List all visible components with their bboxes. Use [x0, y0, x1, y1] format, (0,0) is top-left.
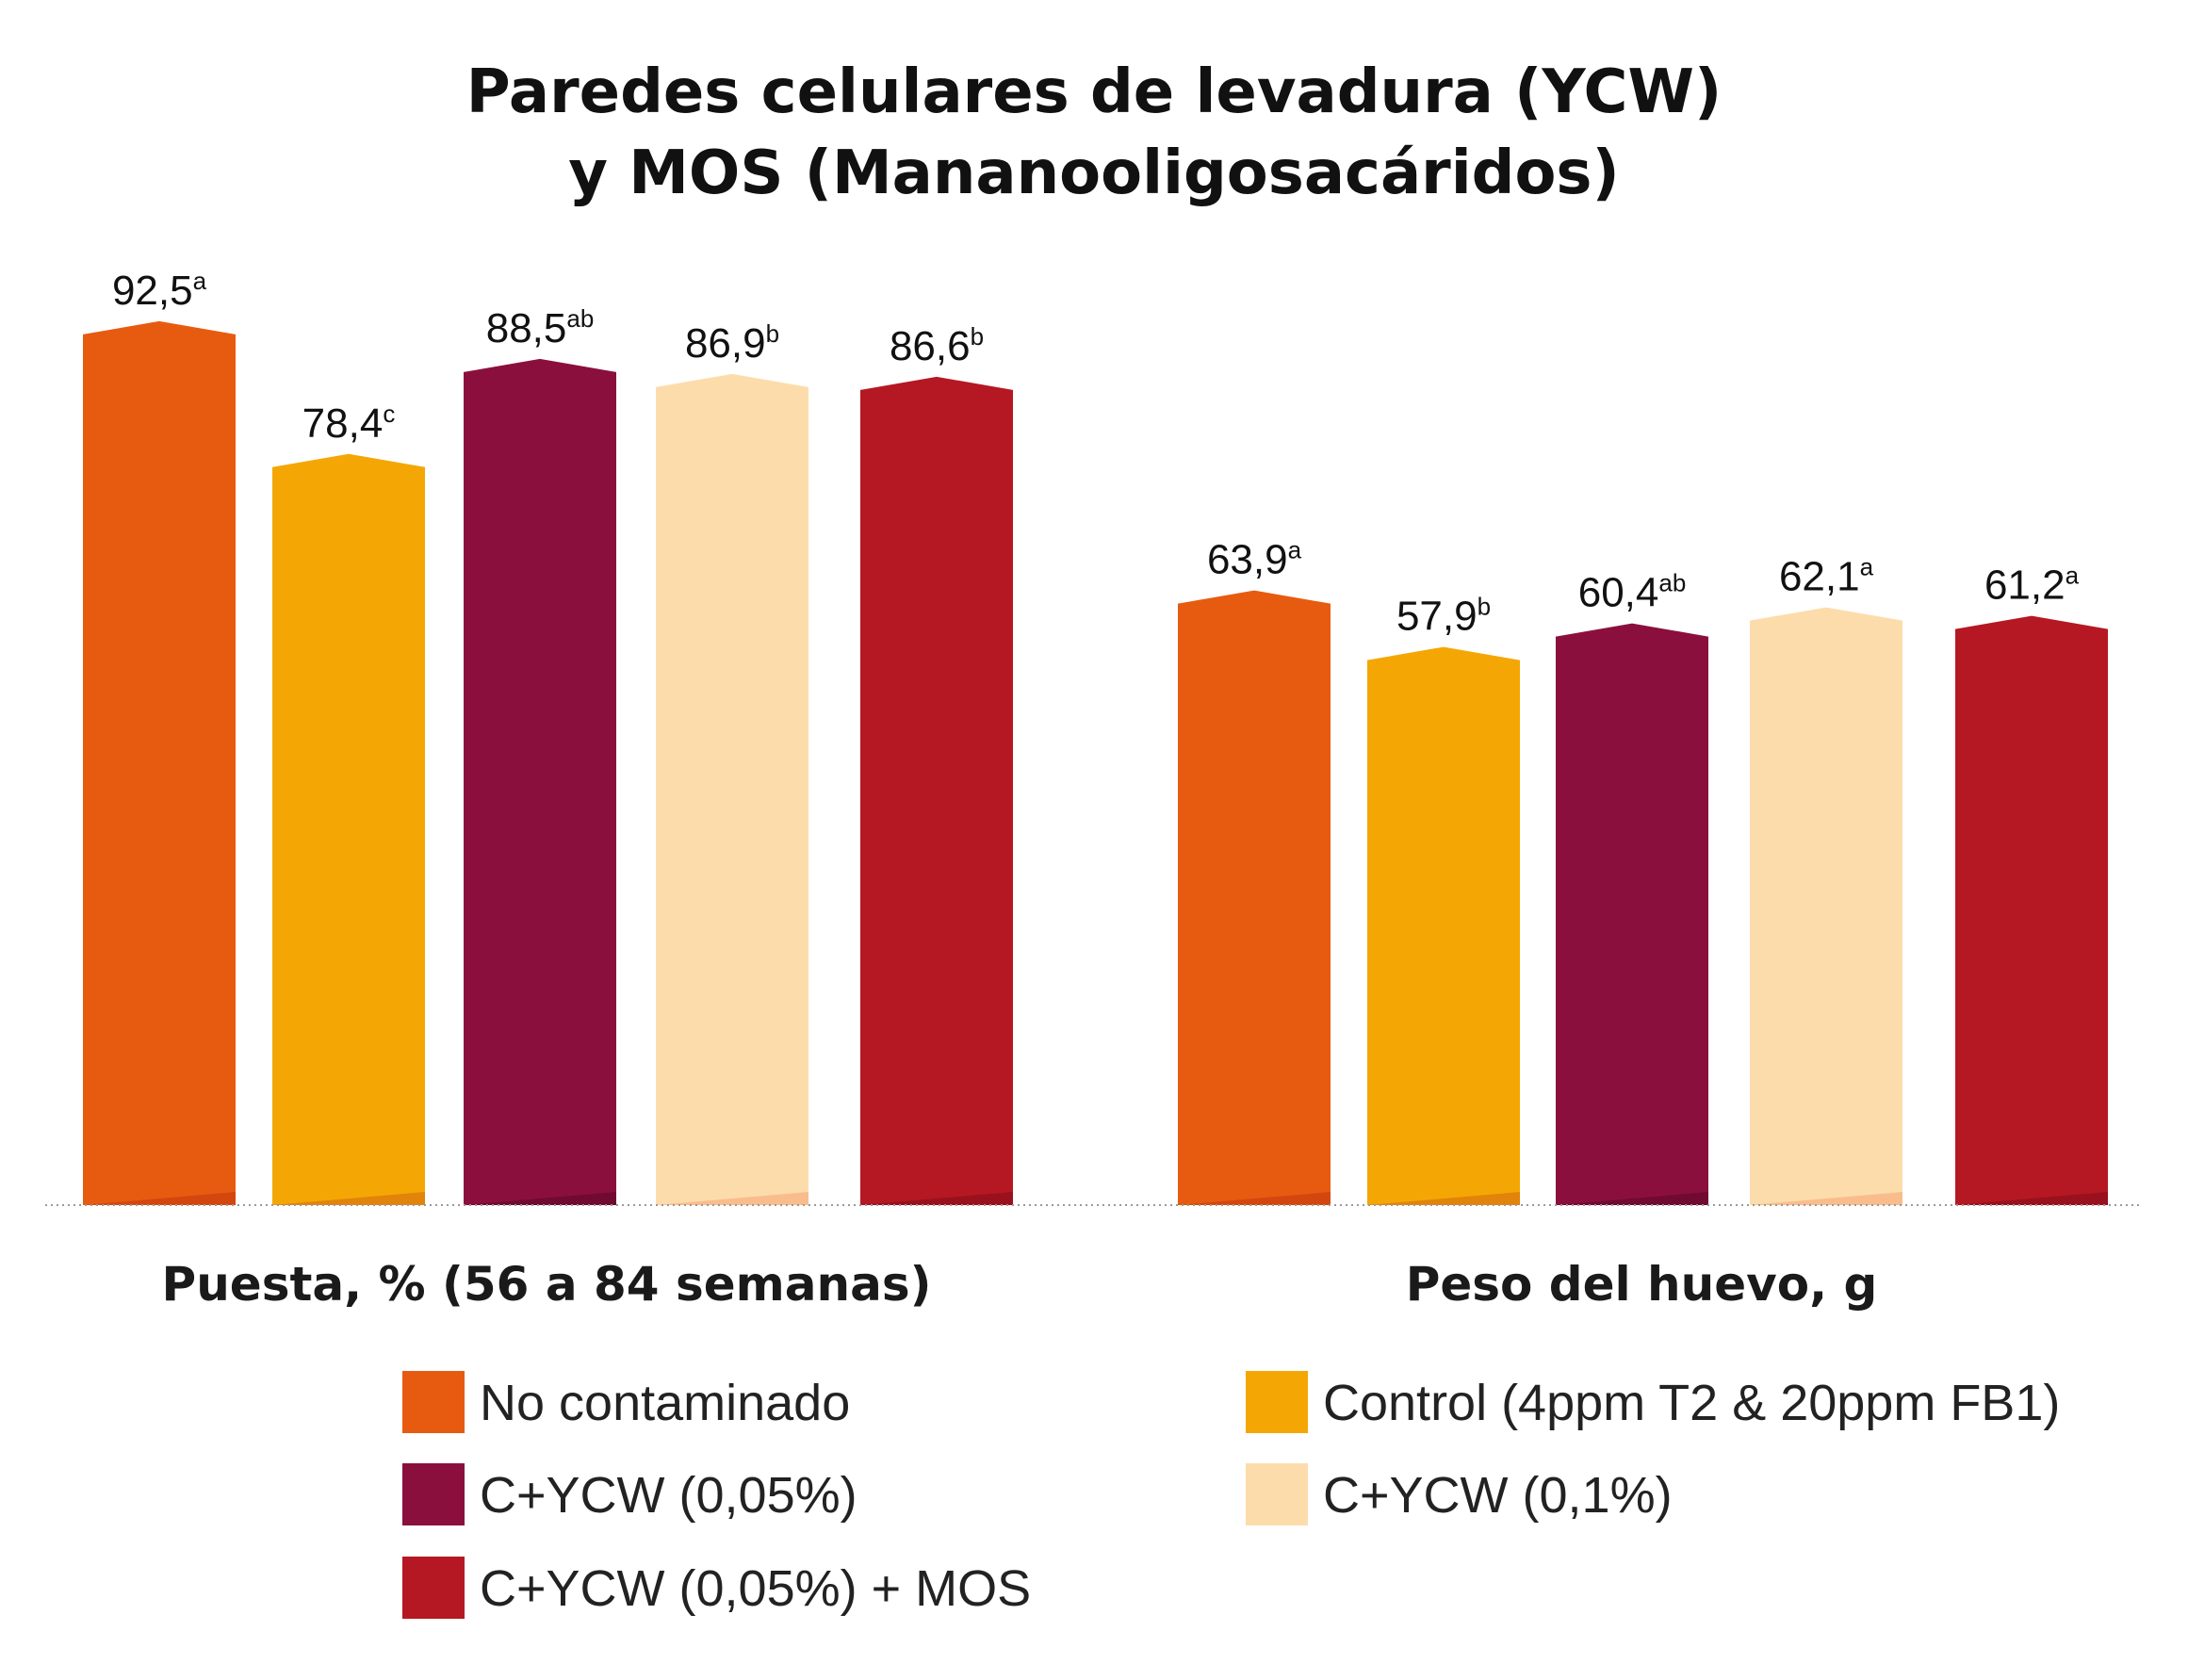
group-label-2: Peso del huevo, g	[1406, 1257, 1878, 1312]
value-label-g2-1: 63,9a	[1207, 536, 1302, 583]
group-label-1: Puesta, % (56 a 84 semanas)	[162, 1257, 932, 1312]
legend-label-2: Control (4ppm T2 & 20ppm FB1)	[1323, 1375, 2060, 1431]
bar-shade-g2-4	[1750, 1192, 1902, 1205]
legend: No contaminado Control (4ppm T2 & 20ppm F…	[402, 1371, 2060, 1619]
legend-label-1: No contaminado	[480, 1375, 850, 1431]
bar-shade-g1-4	[656, 1192, 808, 1205]
bar-shade-g1-1	[83, 1192, 236, 1205]
bar-g1-1	[83, 320, 236, 1205]
bar-g1-5	[860, 376, 1013, 1206]
bar-g1-3	[464, 358, 616, 1205]
legend-swatch-3	[402, 1463, 465, 1525]
bar-shade-g2-2	[1367, 1192, 1520, 1205]
legend-swatch-4	[1246, 1463, 1308, 1525]
value-label-g2-2: 57,9b	[1396, 593, 1491, 640]
bar-shade-g2-5	[1955, 1192, 2108, 1205]
value-label-g2-3: 60,4ab	[1578, 569, 1687, 616]
legend-item-4: C+YCW (0,1%)	[1246, 1463, 1673, 1525]
legend-swatch-2	[1246, 1371, 1308, 1433]
legend-item-1: No contaminado	[402, 1371, 850, 1433]
legend-swatch-1	[402, 1371, 465, 1433]
bar-shade-g1-2	[272, 1192, 425, 1205]
value-labels: 92,5a 78,4c 88,5ab 86,9b 86,6b 63,9a 57,9b 60,4…	[112, 267, 2080, 640]
legend-label-5: C+YCW (0,05%) + MOS	[480, 1560, 1031, 1617]
bar-shade-g2-3	[1556, 1192, 1708, 1205]
legend-item-3: C+YCW (0,05%)	[402, 1463, 857, 1525]
value-label-g2-5: 61,2a	[1984, 562, 2080, 609]
chart-title-line-1: Paredes celulares de levadura (YCW)	[466, 57, 1723, 127]
legend-label-4: C+YCW (0,1%)	[1323, 1467, 1673, 1524]
bar-g2-4	[1750, 607, 1902, 1205]
legend-swatch-5	[402, 1557, 465, 1619]
bar-g1-4	[656, 373, 808, 1205]
bar-g1-2	[272, 453, 425, 1205]
group-labels: Puesta, % (56 a 84 semanas) Peso del huev…	[162, 1257, 1878, 1312]
bar-g2-3	[1556, 623, 1708, 1205]
legend-item-5: C+YCW (0,05%) + MOS	[402, 1557, 1031, 1619]
value-label-g1-2: 78,4c	[302, 400, 396, 447]
bar-g2-2	[1367, 646, 1520, 1205]
legend-label-3: C+YCW (0,05%)	[480, 1467, 857, 1524]
value-label-g2-4: 62,1a	[1779, 553, 1874, 600]
legend-item-2: Control (4ppm T2 & 20ppm FB1)	[1246, 1371, 2060, 1433]
bar-g2-1	[1178, 590, 1331, 1205]
bar-shade-g1-5	[860, 1192, 1013, 1205]
value-label-g1-1: 92,5a	[112, 267, 207, 314]
bar-g2-5	[1955, 615, 2108, 1205]
value-label-g1-4: 86,9b	[685, 319, 779, 367]
value-label-g1-3: 88,5ab	[486, 304, 595, 351]
chart-title: Paredes celulares de levadura (YCW) y MOS…	[466, 57, 1723, 208]
value-label-g1-5: 86,6b	[890, 322, 984, 369]
bar-shade-g2-1	[1178, 1192, 1331, 1205]
chart-title-line-2: y MOS (Mananooligosacáridos)	[568, 139, 1620, 208]
bar-shade-g1-3	[464, 1192, 616, 1205]
bars	[83, 320, 2108, 1206]
